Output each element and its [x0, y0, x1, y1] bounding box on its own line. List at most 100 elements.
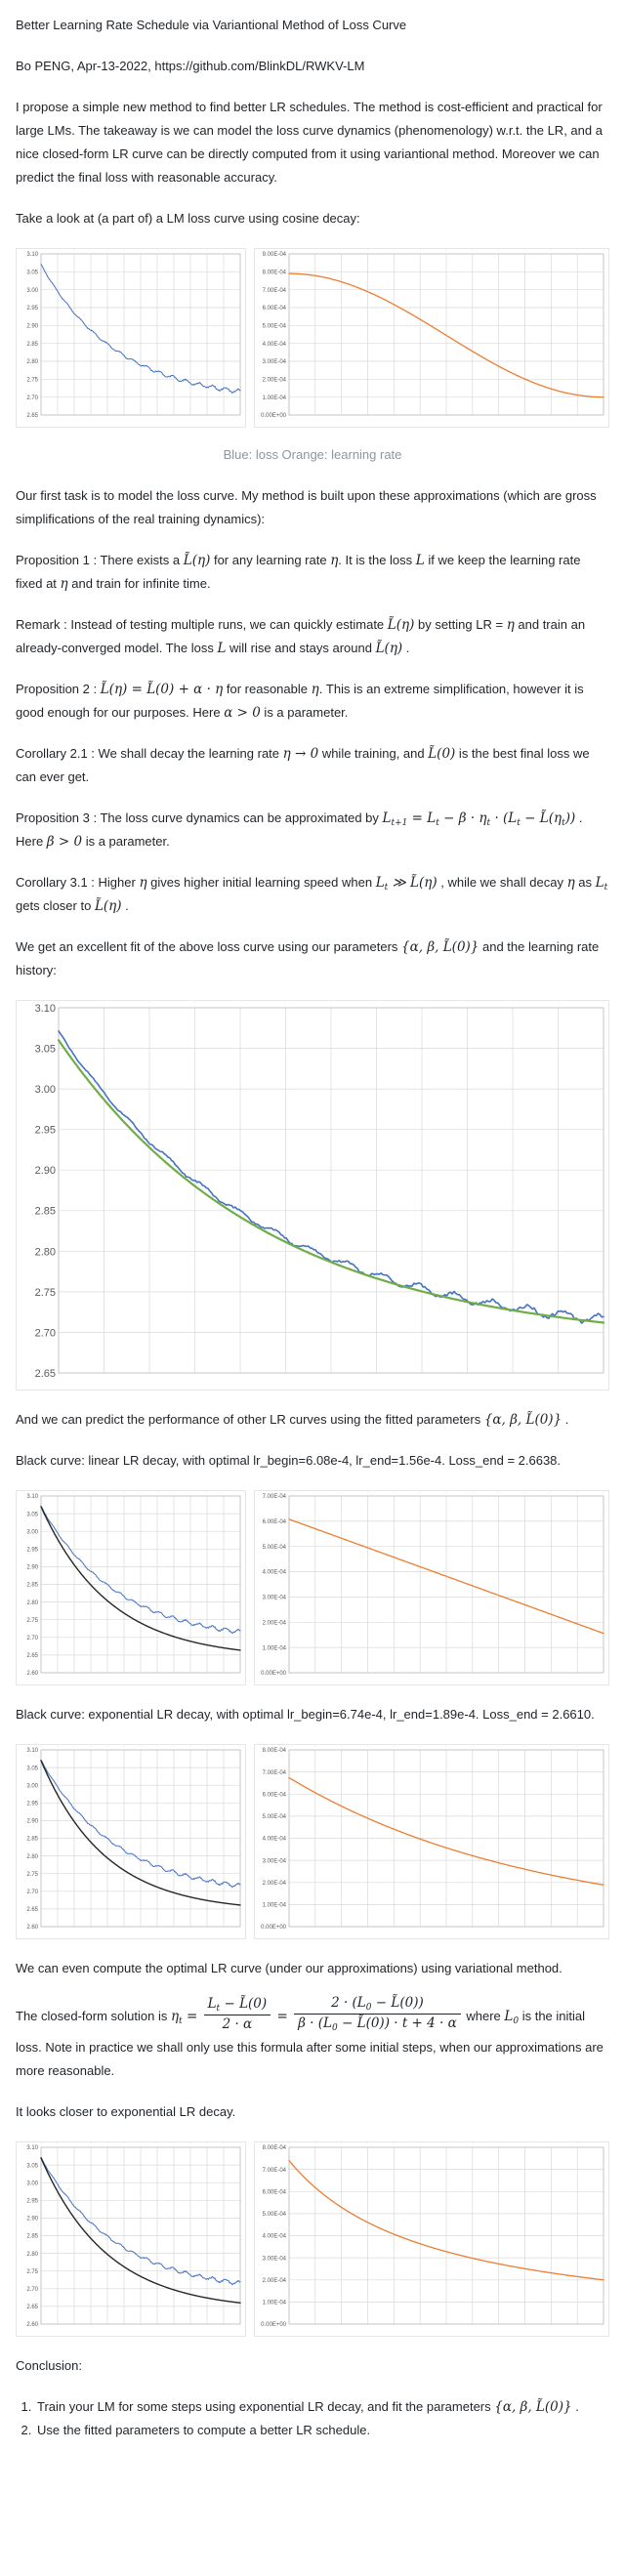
svg-text:2.75: 2.75: [26, 2269, 38, 2275]
cosine-loss-chart: 3.10 3.05 3.00 2.95 2.90 2.85 2.80 2.75 2.70 2.65: [16, 248, 246, 428]
svg-text:0.00E+00: 0.00E+00: [261, 1671, 287, 1677]
svg-text:2.75: 2.75: [35, 1287, 56, 1299]
chart-pair-optimal: 3.10 3.05 3.00 2.95 2.90 2.85 2.80 2.75 2.70 2.65…: [16, 2141, 609, 2337]
proposition-2: Proposition 2 : L̃(η) = L̃(0) + α · η fo…: [16, 682, 584, 721]
paragraph-closer: It looks closer to exponential LR decay.: [16, 2104, 236, 2119]
svg-text:2.90: 2.90: [35, 1165, 56, 1177]
svg-text:4.00E-04: 4.00E-04: [263, 2234, 287, 2240]
svg-text:2.75: 2.75: [26, 1618, 38, 1624]
svg-text:0.00E+00: 0.00E+00: [261, 413, 287, 419]
cosine-lr-chart: 9.00E-04 8.00E-04 7.00E-04 6.00E-04 5.00E-04…: [254, 248, 609, 428]
svg-text:9.00E-04: 9.00E-04: [263, 252, 287, 258]
svg-text:3.00E-04: 3.00E-04: [263, 1858, 287, 1864]
svg-text:4.00E-04: 4.00E-04: [263, 1837, 287, 1843]
optimal-loss-chart: 3.10 3.05 3.00 2.95 2.90 2.85 2.80 2.75 2.70 2.65…: [16, 2141, 246, 2337]
svg-text:3.00: 3.00: [35, 1084, 56, 1096]
svg-text:2.00E-04: 2.00E-04: [263, 378, 287, 384]
svg-text:3.05: 3.05: [26, 1766, 38, 1771]
conclusion-step-2: Use the fitted parameters to compute a b…: [35, 2419, 609, 2442]
svg-text:2.60: 2.60: [26, 2322, 38, 2328]
svg-text:2.95: 2.95: [26, 306, 38, 312]
svg-text:7.00E-04: 7.00E-04: [263, 1494, 287, 1500]
svg-text:2.00E-04: 2.00E-04: [263, 1620, 287, 1626]
corollary-2-1: Corollary 2.1 : We shall decay the learn…: [16, 746, 590, 784]
svg-text:2.80: 2.80: [26, 359, 38, 365]
svg-text:3.05: 3.05: [35, 1044, 56, 1056]
svg-text:1.00E-04: 1.00E-04: [263, 1903, 287, 1909]
conclusion-step-1: Train your LM for some steps using expon…: [35, 2395, 609, 2419]
svg-text:3.05: 3.05: [26, 2163, 38, 2169]
fit-loss-chart: 3.10 3.05 3.00 2.95 2.90 2.85 2.80 2.75 2.70 2.65: [16, 1000, 609, 1391]
corollary-3-1: Corollary 3.1 : Higher η gives higher in…: [16, 875, 608, 914]
chart-pair-exp-panels: 3.10 3.05 3.00 2.95 2.90 2.85 2.80 2.75 2.70 2.65…: [16, 1744, 609, 1939]
svg-text:2.70: 2.70: [26, 2287, 38, 2293]
paragraph-black-linear: Black curve: linear LR decay, with optim…: [16, 1453, 562, 1468]
svg-text:3.10: 3.10: [26, 1748, 38, 1754]
svg-text:3.10: 3.10: [35, 1003, 56, 1015]
svg-text:2.65: 2.65: [26, 1907, 38, 1913]
svg-text:2.85: 2.85: [35, 1206, 56, 1218]
svg-text:2.65: 2.65: [26, 1653, 38, 1659]
svg-text:7.00E-04: 7.00E-04: [263, 288, 287, 294]
paragraph-take-look: Take a look at (a part of) a LM loss cur…: [16, 211, 360, 226]
proposition-1: Proposition 1 : There exists a L̃(η) for…: [16, 553, 581, 592]
svg-text:2.90: 2.90: [26, 2217, 38, 2223]
svg-text:4.00E-04: 4.00E-04: [263, 342, 287, 348]
paragraph-compute: We can even compute the optimal LR curve…: [16, 1961, 562, 1975]
svg-text:8.00E-04: 8.00E-04: [263, 270, 287, 276]
svg-text:1.00E-04: 1.00E-04: [263, 1645, 287, 1651]
chart-pair-linear-panels: 3.10 3.05 3.00 2.95 2.90 2.85 2.80 2.75 2.70 2.65…: [16, 1490, 609, 1685]
svg-text:2.95: 2.95: [26, 1548, 38, 1554]
svg-text:3.00: 3.00: [26, 1529, 38, 1535]
svg-text:0.00E+00: 0.00E+00: [261, 1925, 287, 1931]
document: Better Learning Rate Schedule via Varian…: [0, 0, 625, 2479]
svg-text:0.00E+00: 0.00E+00: [261, 2322, 287, 2328]
remark: Remark : Instead of testing multiple run…: [16, 617, 586, 656]
paragraph-conclusion: Conclusion:: [16, 2358, 82, 2373]
svg-text:3.00: 3.00: [26, 2181, 38, 2186]
svg-text:2.70: 2.70: [26, 1890, 38, 1895]
svg-text:5.00E-04: 5.00E-04: [263, 1814, 287, 1820]
svg-text:7.00E-04: 7.00E-04: [263, 2168, 287, 2174]
svg-text:3.10: 3.10: [26, 2145, 38, 2151]
svg-text:2.80: 2.80: [26, 1600, 38, 1606]
svg-text:3.10: 3.10: [26, 1494, 38, 1500]
linear-lr-chart: 7.00E-04 6.00E-04 5.00E-04 4.00E-04 3.00E-04…: [254, 1490, 609, 1685]
svg-text:3.00: 3.00: [26, 288, 38, 294]
svg-text:2.80: 2.80: [26, 2252, 38, 2258]
svg-text:2.65: 2.65: [35, 1368, 56, 1380]
svg-text:3.00E-04: 3.00E-04: [263, 2256, 287, 2262]
proposition-3: Proposition 3 : The loss curve dynamics …: [16, 810, 583, 850]
svg-text:2.95: 2.95: [26, 2199, 38, 2205]
svg-text:6.00E-04: 6.00E-04: [263, 2189, 287, 2195]
svg-text:6.00E-04: 6.00E-04: [263, 1792, 287, 1798]
svg-text:3.00E-04: 3.00E-04: [263, 1596, 287, 1601]
svg-text:6.00E-04: 6.00E-04: [263, 306, 287, 312]
chart-pair-optimal-panels: 3.10 3.05 3.00 2.95 2.90 2.85 2.80 2.75 2.70 2.65…: [16, 2141, 609, 2337]
paragraph-first-task: Our first task is to model the loss curv…: [16, 488, 597, 526]
svg-text:2.70: 2.70: [26, 1636, 38, 1641]
linear-loss-chart: 3.10 3.05 3.00 2.95 2.90 2.85 2.80 2.75 2.70 2.65…: [16, 1490, 246, 1685]
svg-text:5.00E-04: 5.00E-04: [263, 324, 287, 330]
svg-text:3.00E-04: 3.00E-04: [263, 359, 287, 365]
svg-text:2.75: 2.75: [26, 1872, 38, 1878]
svg-text:2.70: 2.70: [35, 1327, 56, 1339]
svg-text:2.85: 2.85: [26, 1583, 38, 1589]
svg-text:6.00E-04: 6.00E-04: [263, 1519, 287, 1525]
svg-text:2.65: 2.65: [26, 413, 38, 419]
chart-pair-exp: 3.10 3.05 3.00 2.95 2.90 2.85 2.80 2.75 2.70 2.65…: [16, 1744, 609, 1939]
svg-text:2.70: 2.70: [26, 395, 38, 401]
chart-pair-linear: 3.10 3.05 3.00 2.95 2.90 2.85 2.80 2.75 2.70 2.65…: [16, 1490, 609, 1685]
svg-text:2.85: 2.85: [26, 1837, 38, 1843]
chart-caption: Blue: loss Orange: learning rate: [223, 447, 402, 462]
svg-text:2.00E-04: 2.00E-04: [263, 2278, 287, 2284]
svg-text:2.95: 2.95: [35, 1125, 56, 1137]
svg-text:2.85: 2.85: [26, 342, 38, 348]
exp-loss-chart: 3.10 3.05 3.00 2.95 2.90 2.85 2.80 2.75 2.70 2.65…: [16, 1744, 246, 1939]
svg-text:2.65: 2.65: [26, 2305, 38, 2310]
svg-text:2.75: 2.75: [26, 378, 38, 384]
svg-text:8.00E-04: 8.00E-04: [263, 1748, 287, 1754]
chart-pair-cosine: 3.10 3.05 3.00 2.95 2.90 2.85 2.80 2.75 2.70 2.65…: [16, 248, 609, 428]
svg-text:5.00E-04: 5.00E-04: [263, 2212, 287, 2218]
svg-text:3.10: 3.10: [26, 252, 38, 258]
